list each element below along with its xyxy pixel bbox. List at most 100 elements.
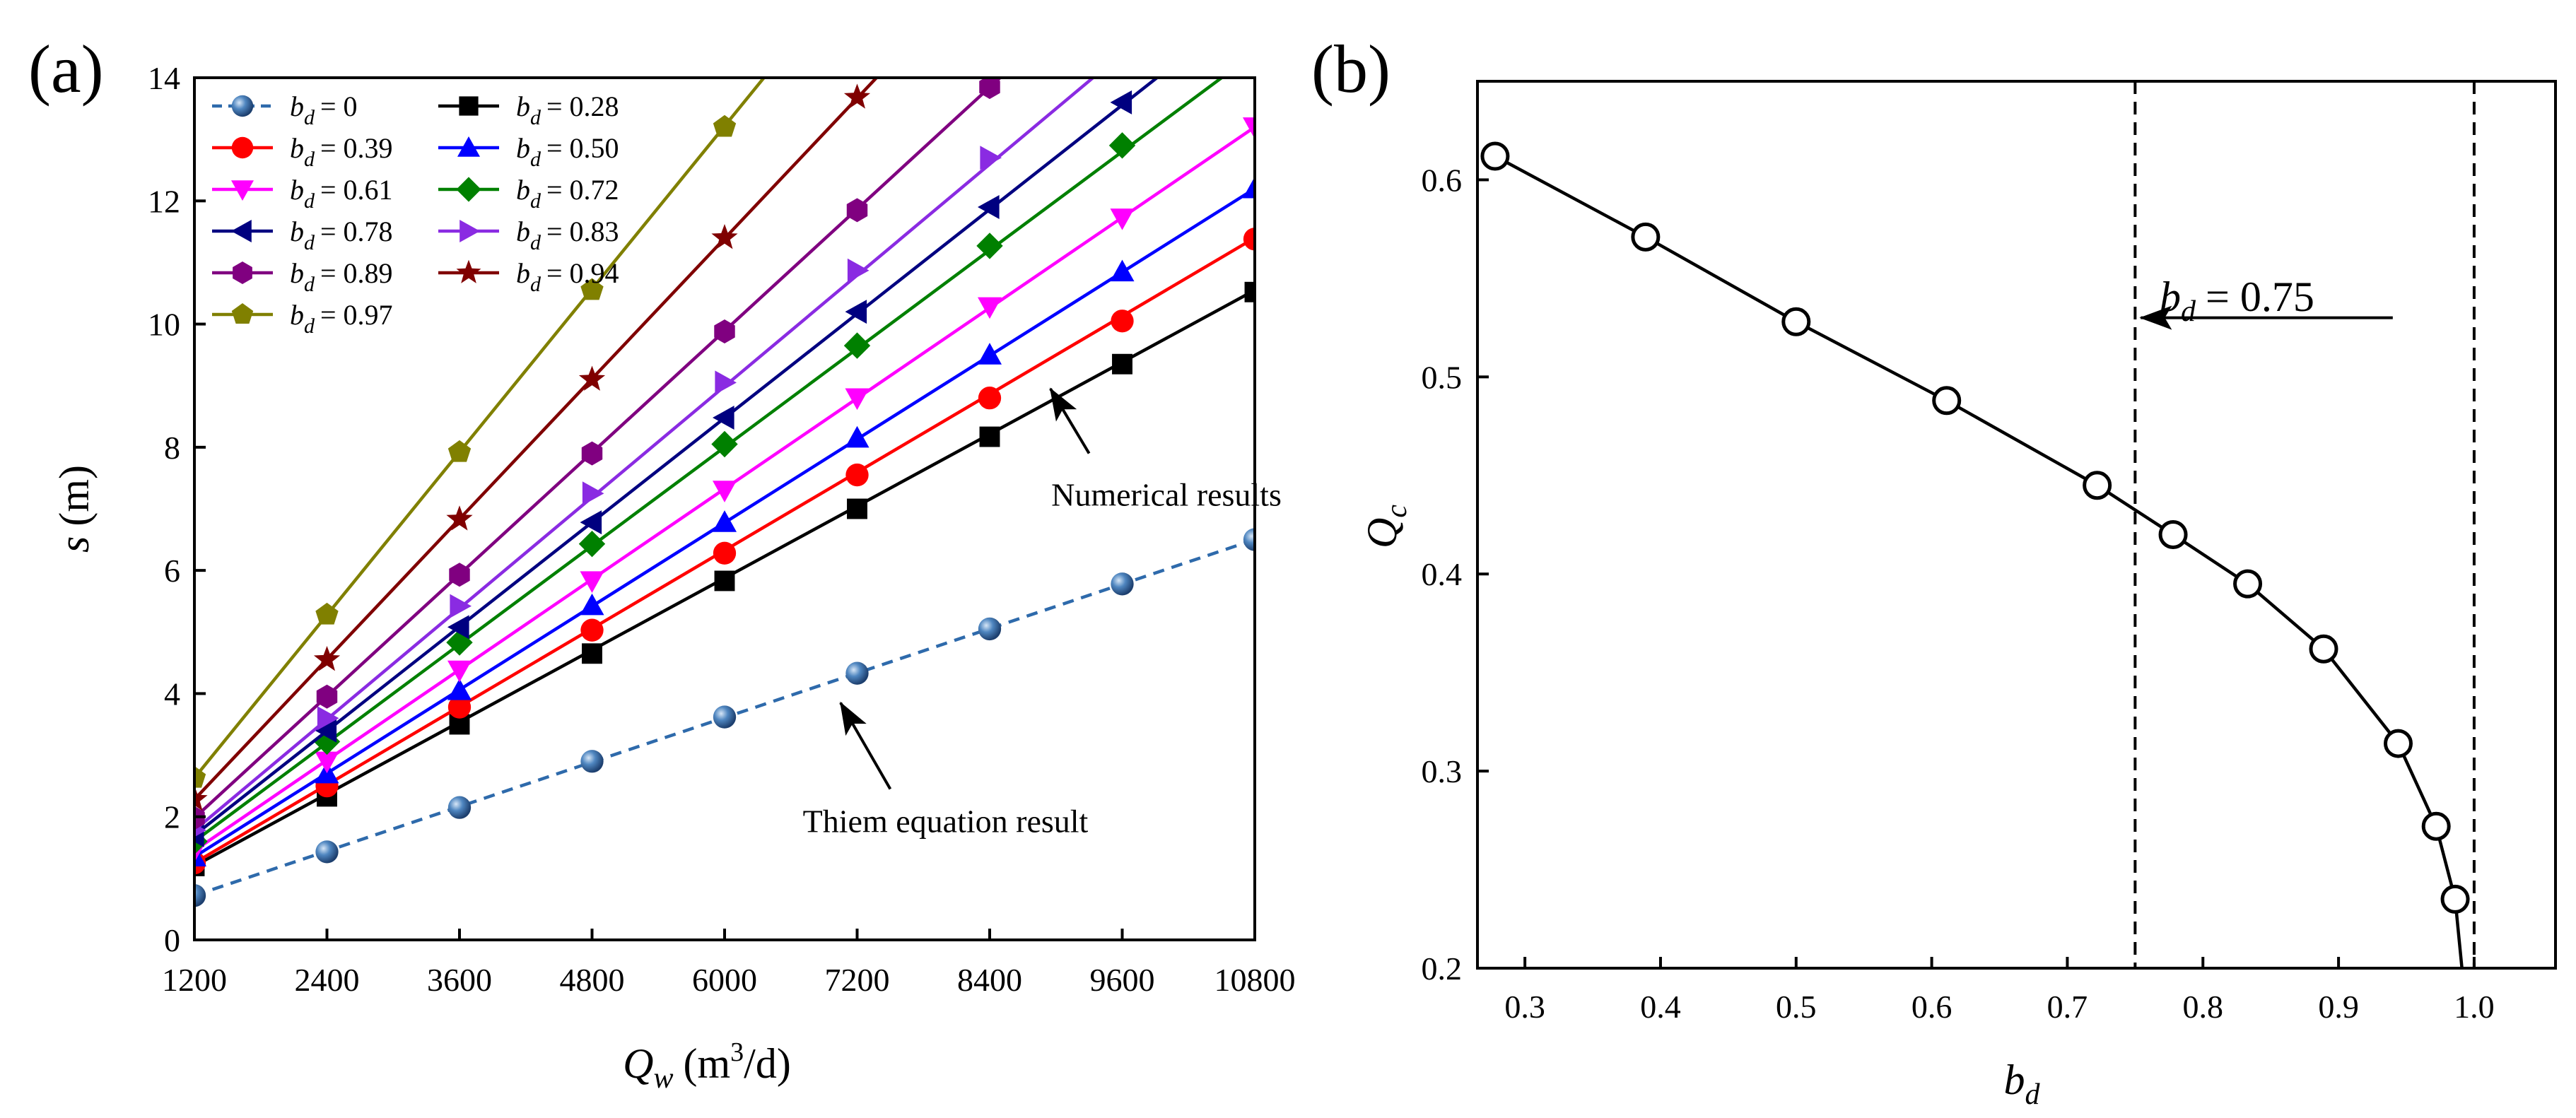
x-tick-label: 0.3 xyxy=(1504,989,1545,1025)
x-tick-label: 9600 xyxy=(1090,962,1155,998)
data-point xyxy=(450,594,472,618)
legend-entry: bd = 0.39 xyxy=(212,132,393,171)
data-point xyxy=(713,541,737,565)
legend-marker xyxy=(459,96,479,116)
legend-entry: bd = 0.83 xyxy=(438,216,619,254)
data-point xyxy=(715,370,737,395)
panel-b-axes-frame xyxy=(1476,80,2557,970)
data-point xyxy=(446,505,473,531)
data-point xyxy=(714,570,735,592)
data-point xyxy=(317,706,339,731)
y-tick-label: 6 xyxy=(164,553,180,589)
series-0 xyxy=(194,528,1255,907)
data-point xyxy=(843,332,871,359)
data-point xyxy=(580,510,602,535)
annotation-text: bd = 0.75 xyxy=(2160,273,2314,328)
data-point xyxy=(447,440,472,462)
legend-marker xyxy=(233,261,252,284)
legend-marker xyxy=(231,220,252,242)
panel-b-annotation: bd = 0.75 xyxy=(2139,273,2393,330)
panel-a: (a) 1200 2400 3600 4800 6000 7200 8400 9600 1080… xyxy=(28,31,1296,1095)
legend-marker xyxy=(456,177,481,202)
legend-entry: bd = 0.72 xyxy=(438,174,619,213)
annotation-arrow xyxy=(1049,387,1091,454)
panel-b-plot-area xyxy=(1480,81,2476,968)
data-point xyxy=(1243,528,1255,551)
legend-label: bd = 0.39 xyxy=(290,132,393,171)
data-point xyxy=(1111,310,1134,333)
legend-label: bd = 0.97 xyxy=(290,299,393,338)
panel-a-series-group xyxy=(194,78,1255,907)
data-point xyxy=(1111,572,1134,596)
data-point xyxy=(979,78,1000,100)
panel-a-ticks: 1200 2400 3600 4800 6000 7200 8400 9600 10800 0 2 4… xyxy=(148,60,1296,998)
data-point xyxy=(978,617,1002,641)
panel-b-clip-group xyxy=(1480,81,2476,968)
x-tick-label: 2400 xyxy=(295,962,360,998)
data-point xyxy=(194,765,206,788)
series-072 xyxy=(194,78,1224,855)
data-point xyxy=(582,643,602,664)
data-point xyxy=(1244,281,1255,302)
legend-entry: bd = 0.78 xyxy=(212,216,393,254)
annotation-text: Numerical results xyxy=(1051,477,1282,513)
legend-marker xyxy=(231,136,254,159)
data-point xyxy=(847,258,870,283)
data-point xyxy=(2421,811,2451,841)
data-point xyxy=(1631,222,1661,252)
data-point xyxy=(980,146,1002,170)
series-039 xyxy=(194,228,1255,875)
data-point xyxy=(447,796,472,819)
data-point xyxy=(578,530,606,558)
legend-entry: bd = 0.97 xyxy=(212,299,393,338)
legend-label: bd = 0.72 xyxy=(516,174,619,213)
data-point xyxy=(315,751,339,774)
x-tick-label: 0.6 xyxy=(1911,989,1953,1025)
x-tick-label: 6000 xyxy=(692,962,757,998)
data-point xyxy=(714,319,735,344)
data-point xyxy=(846,198,868,223)
data-point xyxy=(2083,471,2112,500)
x-tick-label: 0.9 xyxy=(2318,989,2359,1025)
legend-label: bd = 0.83 xyxy=(516,216,619,254)
annotation-text: Thiem equation result xyxy=(803,804,1089,840)
legend-label: bd = 0 xyxy=(290,90,358,129)
data-point xyxy=(1110,208,1135,230)
panel-b-label: (b) xyxy=(1311,31,1391,107)
panel-b: (b) 0.3 0.4 0.5 0.6 0.7 0.8 0.9 1.0 0.2 0.3 0.4 0.5… xyxy=(1311,31,2557,1111)
data-point xyxy=(316,684,338,709)
x-tick-label: 1.0 xyxy=(2454,989,2495,1025)
data-point xyxy=(845,463,869,487)
legend-label: bd = 0.50 xyxy=(516,132,619,171)
series-089 xyxy=(194,78,1003,830)
x-tick-label: 0.5 xyxy=(1776,989,1817,1025)
data-point xyxy=(1110,259,1135,282)
data-point xyxy=(711,430,738,458)
y-tick-label: 12 xyxy=(148,183,180,219)
x-tick-label: 0.8 xyxy=(2183,989,2224,1025)
data-point xyxy=(313,728,341,755)
data-point xyxy=(1480,141,1510,171)
legend-label: bd = 0.78 xyxy=(290,216,393,254)
legend-label: bd = 0.89 xyxy=(290,257,393,296)
y-tick-label: 2 xyxy=(164,799,180,835)
data-point xyxy=(978,195,1000,219)
series-050 xyxy=(194,176,1255,866)
data-point xyxy=(978,297,1002,319)
series-078 xyxy=(194,78,1160,847)
data-point xyxy=(845,300,867,324)
x-tick-label: 1200 xyxy=(162,962,227,998)
panel-b-xlabel: bd xyxy=(2004,1057,2041,1111)
x-tick-label: 7200 xyxy=(825,962,890,998)
data-point xyxy=(1932,386,1962,416)
data-point xyxy=(315,718,337,743)
y-tick-label: 8 xyxy=(164,430,180,466)
legend-entry: bd = 0 xyxy=(212,90,358,129)
data-point xyxy=(843,83,871,109)
data-point xyxy=(582,481,604,506)
legend-entry: bd = 0.94 xyxy=(438,257,619,296)
x-tick-label: 0.4 xyxy=(1640,989,1681,1025)
legend-marker xyxy=(231,180,254,201)
x-tick-label: 10800 xyxy=(1214,962,1296,998)
series-083 xyxy=(194,78,1096,837)
